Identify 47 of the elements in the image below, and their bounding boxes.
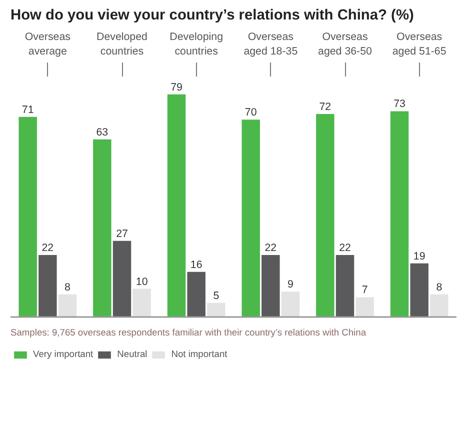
data-label: 8 (436, 281, 442, 294)
data-label: 79 (170, 81, 183, 94)
x-tick-label: Overseas average (24, 31, 70, 58)
data-label: 72 (319, 101, 332, 114)
text: Samples: 9,765 overseas respondents familiar with their country’s relations with China (10, 328, 367, 338)
data-label: 22 (264, 242, 277, 254)
data-label: 22 (339, 242, 351, 254)
bar (58, 294, 77, 317)
bar (356, 297, 374, 317)
bar (167, 94, 186, 317)
legend-label: Not important (171, 349, 228, 359)
data-label: 8 (64, 281, 71, 294)
data-label: 5 (213, 290, 220, 302)
data-label: 70 (244, 106, 257, 119)
bar (316, 114, 334, 317)
data-label: 22 (42, 242, 54, 254)
x-tick-label: Overseas aged 51-65 (392, 31, 446, 58)
bar (18, 116, 37, 317)
x-tick-label: Overseas aged 36-50 (318, 31, 372, 58)
chart-title: How do you view your country’s relations with China? (%) (10, 8, 414, 24)
data-label: 16 (190, 258, 202, 271)
data-label: 7 (362, 284, 368, 296)
bar (132, 288, 151, 317)
data-label: 71 (22, 104, 34, 116)
bar (430, 294, 448, 317)
bar (262, 254, 280, 317)
legend-label: Very important (33, 349, 94, 359)
data-label: 63 (96, 126, 108, 138)
legend-label: Neutral (117, 349, 148, 359)
bar (38, 254, 57, 317)
x-tick-label: Overseas aged 18-35 (244, 31, 298, 58)
data-label: 73 (394, 98, 406, 110)
data-label: 10 (136, 276, 148, 288)
x-tick-label: Developing countries (170, 31, 224, 58)
x-tick-label: Developed countries (96, 31, 148, 58)
bar (187, 272, 206, 317)
bar (410, 263, 428, 317)
bar (112, 240, 132, 317)
data-label: 9 (288, 278, 294, 291)
data-label: 27 (116, 228, 128, 240)
bar (281, 292, 300, 317)
bar (390, 111, 409, 317)
bar (207, 302, 226, 317)
data-label: 19 (413, 250, 426, 262)
bar (336, 254, 354, 317)
bar (242, 120, 260, 317)
bar (93, 139, 112, 317)
